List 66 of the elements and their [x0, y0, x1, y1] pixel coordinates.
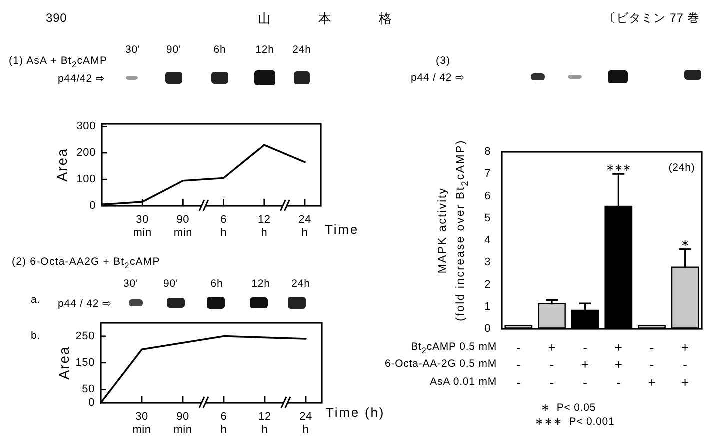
text: p44 / 42 ⇨ [411, 72, 465, 84]
annotation: ∗∗∗ [606, 162, 632, 174]
text: 〔ビタミン 77 巻 [604, 11, 700, 25]
y-tick-label: 250 [76, 330, 95, 342]
y-tick-label: 0 [484, 323, 491, 335]
x-tick-label: 12 h [258, 214, 271, 239]
y-axis-title: Area [54, 148, 70, 182]
chart-title: (2) 6-Octa-AA2G + Bt$_{2}$cAMP [12, 256, 160, 271]
x-tick-label: + + - [614, 340, 622, 390]
text: AsA 0.01 mM [430, 376, 497, 388]
x-tick-label: - + - [582, 340, 590, 390]
text: p44 / 42 ⇨ [58, 298, 112, 310]
y-tick-label: 6 [484, 190, 491, 202]
y-tick-label: 300 [76, 120, 96, 133]
text: a. [31, 294, 41, 306]
x-axis-title: Time (h) [326, 404, 386, 420]
text: 90' [164, 278, 178, 290]
text: ∗∗∗ P< 0.001 [535, 416, 615, 428]
y-tick-label: 1 [484, 300, 491, 313]
y-tick-label: 5 [484, 212, 491, 224]
text: Bt$_{2}$cAMP 0.5 mM [411, 341, 497, 356]
y-tick-label: 100 [76, 174, 96, 186]
y-tick-label: 0 [90, 200, 96, 212]
x-tick-label: 6 h [220, 214, 228, 239]
x-tick-label: 12 h [258, 411, 272, 436]
chart-title: (1) AsA + Bt$_{2}$cAMP [9, 55, 108, 70]
y-tick-label: 150 [76, 357, 95, 369]
x-tick-label: 30 min [133, 214, 152, 239]
y-tick-label: 3 [484, 256, 491, 269]
text: 12h [252, 278, 270, 290]
text: 24h [292, 278, 310, 290]
text: 6h [214, 44, 226, 56]
x-tick-label: 90 min [174, 214, 193, 239]
text: 山 本 格 [258, 10, 414, 26]
x-tick-label: 30 min [132, 411, 152, 436]
x-tick-label: 24 h [300, 411, 312, 436]
y-tick-label: 0 [88, 397, 95, 409]
chart-title: (3) [436, 55, 451, 67]
y-tick-label: 4 [484, 234, 491, 246]
text: 90' [166, 44, 182, 56]
x-axis-title: Time [325, 222, 360, 236]
text: 6-Octa-AA-2G 0.5 mM [384, 358, 497, 370]
x-tick-label: 24 h [298, 214, 312, 239]
x-tick-label: - - - [516, 340, 521, 390]
text: ∗ P< 0.05 [541, 402, 596, 414]
y-tick-label: 50 [82, 384, 95, 396]
x-tick-label: + - + [682, 340, 690, 390]
text: 30' [124, 278, 138, 290]
text: 12h [256, 44, 274, 56]
text: 30' [126, 44, 140, 56]
y-tick-label: 200 [76, 147, 96, 160]
y-tick-label: 8 [484, 146, 491, 158]
y-tick-label: 7 [484, 168, 491, 180]
annotation: (24h) [668, 162, 696, 174]
x-tick-label: 90 min [174, 411, 192, 436]
x-tick-label: 6 h [220, 411, 228, 436]
text: 24h [292, 44, 312, 56]
annotation: ∗ [681, 238, 690, 249]
x-tick-label: - - + [648, 340, 656, 390]
x-tick-label: + - - [548, 340, 556, 390]
y-axis-title: Area [56, 346, 72, 380]
text: b. [31, 330, 41, 342]
text: p44/42 ⇨ [58, 73, 106, 85]
text: 6h [210, 278, 224, 290]
y-tick-label: 2 [484, 278, 491, 291]
text: 390 [46, 11, 68, 25]
